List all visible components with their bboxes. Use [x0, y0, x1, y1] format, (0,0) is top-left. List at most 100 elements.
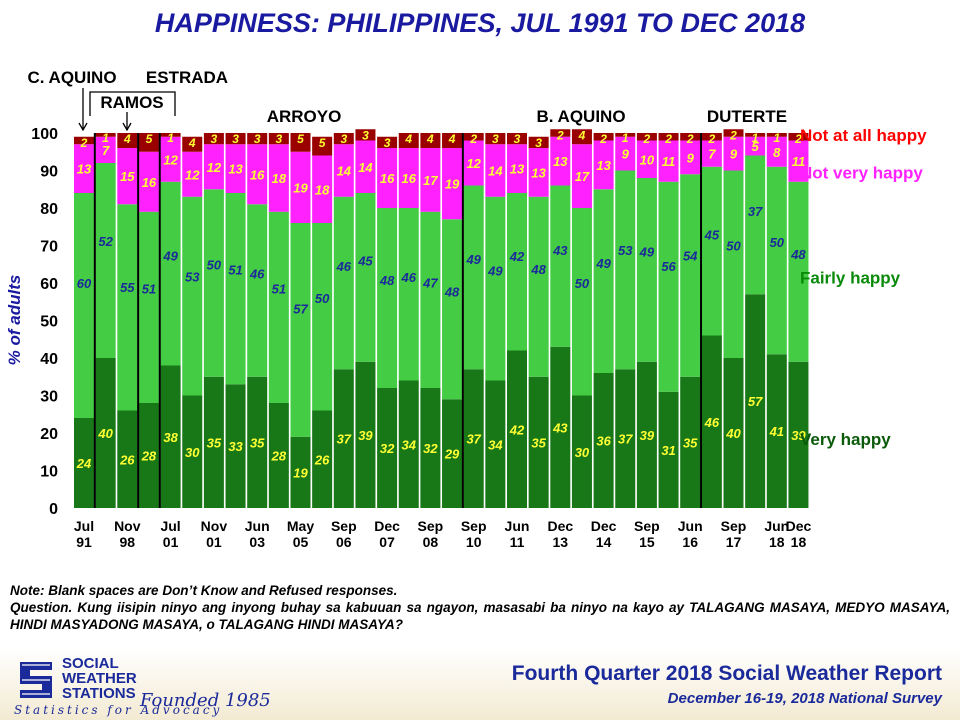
x-tick-label: 18 — [769, 534, 785, 550]
bar-segment-fairly-happy — [138, 211, 159, 403]
data-label: 57 — [293, 302, 308, 317]
data-label: 42 — [509, 422, 525, 437]
data-label: 41 — [769, 424, 784, 439]
note-block: Note: Blank spaces are Don’t Know and Re… — [10, 582, 950, 633]
bar-segment-fairly-happy — [160, 181, 181, 366]
data-label: 12 — [466, 156, 481, 171]
y-tick-label: 30 — [40, 389, 58, 406]
bar-segment-very-happy — [398, 380, 419, 508]
data-label: 29 — [444, 447, 460, 462]
bar-segment-not-at-all-happy — [312, 136, 333, 156]
y-tick-label: 40 — [40, 351, 58, 368]
bar-segment-fairly-happy — [333, 196, 354, 370]
bar-segment-very-happy — [463, 369, 484, 508]
data-label: 34 — [402, 437, 417, 452]
bar-segment-not-very-happy — [507, 144, 527, 193]
bar-segment-fairly-happy — [701, 166, 722, 336]
data-label: 46 — [401, 270, 417, 285]
x-tick-label: 18 — [791, 534, 807, 550]
bar-segment-not-very-happy — [420, 148, 441, 212]
x-tick-label: 10 — [466, 534, 482, 550]
data-label: 34 — [488, 437, 503, 452]
x-tick-label: 07 — [379, 534, 395, 550]
bar-segment-not-very-happy — [398, 148, 419, 208]
data-label: 7 — [102, 143, 110, 158]
bar-segment-not-very-happy — [355, 140, 376, 193]
bar-segment-very-happy — [290, 436, 311, 508]
data-label: 48 — [379, 273, 395, 288]
data-label: 3 — [492, 132, 499, 146]
data-label: 35 — [250, 435, 265, 450]
data-label: 48 — [444, 284, 460, 299]
administration-label: ARROYO — [267, 107, 342, 126]
data-label: 2 — [794, 132, 802, 146]
bar-segment-fairly-happy — [745, 155, 766, 295]
bar-segment-fairly-happy — [247, 204, 268, 377]
bar-segment-not-very-happy — [528, 148, 549, 197]
x-tick-label: 98 — [120, 534, 136, 550]
bar-segment-fairly-happy — [680, 174, 701, 377]
bar-segment-fairly-happy — [593, 189, 614, 373]
bar-segment-not-very-happy — [377, 148, 398, 208]
data-label: 11 — [662, 154, 676, 169]
bar-segment-very-happy — [247, 376, 268, 508]
bars — [74, 129, 809, 508]
bar-segment-very-happy — [117, 410, 138, 508]
bar-segment-fairly-happy — [485, 196, 506, 381]
data-label: 54 — [683, 248, 698, 263]
bar-segment-not-at-all-happy — [420, 133, 441, 148]
x-tick-label: 91 — [76, 534, 92, 550]
bar-segment-fairly-happy — [766, 166, 787, 355]
data-label: 47 — [422, 275, 438, 290]
data-label: 4 — [404, 132, 412, 146]
bar-segment-not-very-happy — [723, 136, 744, 171]
data-label: 49 — [465, 252, 481, 267]
bar-segment-not-at-all-happy — [117, 133, 138, 148]
data-label: 55 — [120, 280, 135, 295]
data-label: 19 — [293, 180, 308, 195]
bar-segment-very-happy — [225, 384, 246, 508]
bar-segment-very-happy — [766, 354, 787, 508]
x-tick-label: 13 — [553, 534, 569, 550]
bar-segment-not-at-all-happy — [745, 133, 766, 137]
bar-segment-fairly-happy — [268, 211, 289, 403]
bar-segment-fairly-happy — [182, 196, 203, 396]
x-tick-label: 17 — [726, 534, 742, 550]
bar-segment-very-happy — [507, 350, 527, 508]
data-label: 2 — [686, 132, 694, 146]
bar-segment-fairly-happy — [636, 178, 657, 362]
bar-segment-not-very-happy — [74, 144, 94, 193]
administration-dividers — [93, 133, 703, 508]
bar-segment-not-very-happy — [333, 144, 354, 197]
bar-segment-not-at-all-happy — [507, 133, 527, 145]
bar-segment-fairly-happy — [377, 208, 398, 388]
data-label: 57 — [748, 394, 763, 409]
bar-segment-not-at-all-happy — [550, 129, 571, 137]
data-label: 4 — [123, 132, 131, 146]
data-label: 50 — [575, 276, 590, 291]
x-tick-label: 05 — [293, 534, 309, 550]
legend: Not at all happy Not very happy Fairly hap… — [800, 126, 927, 449]
data-label: 11 — [792, 154, 806, 169]
bar-segment-very-happy — [355, 361, 376, 508]
x-tick-label: 01 — [206, 534, 222, 550]
data-label: 5 — [752, 139, 760, 154]
data-label: 53 — [185, 269, 200, 284]
data-label: 19 — [293, 465, 308, 480]
bar-segment-very-happy — [485, 380, 506, 508]
data-label: 7 — [708, 147, 716, 162]
data-label: 38 — [163, 430, 178, 445]
x-axis: Jul91Nov98Jul01Nov01Jun03May05Sep06Dec07… — [74, 518, 812, 550]
pointer-arrowhead — [122, 122, 132, 132]
bar-segment-fairly-happy — [74, 193, 94, 418]
legend-label: Very happy — [800, 430, 891, 449]
bar-segment-very-happy — [615, 369, 636, 508]
data-label: 36 — [596, 434, 611, 449]
bar-segment-not-at-all-happy — [723, 129, 744, 137]
bar-segment-very-happy — [74, 418, 94, 508]
data-label: 50 — [770, 235, 785, 250]
bar-segment-not-at-all-happy — [701, 133, 722, 141]
bar-segment-fairly-happy — [550, 185, 571, 347]
bar-segment-fairly-happy — [528, 196, 549, 377]
x-tick-label: Sep — [721, 518, 747, 534]
